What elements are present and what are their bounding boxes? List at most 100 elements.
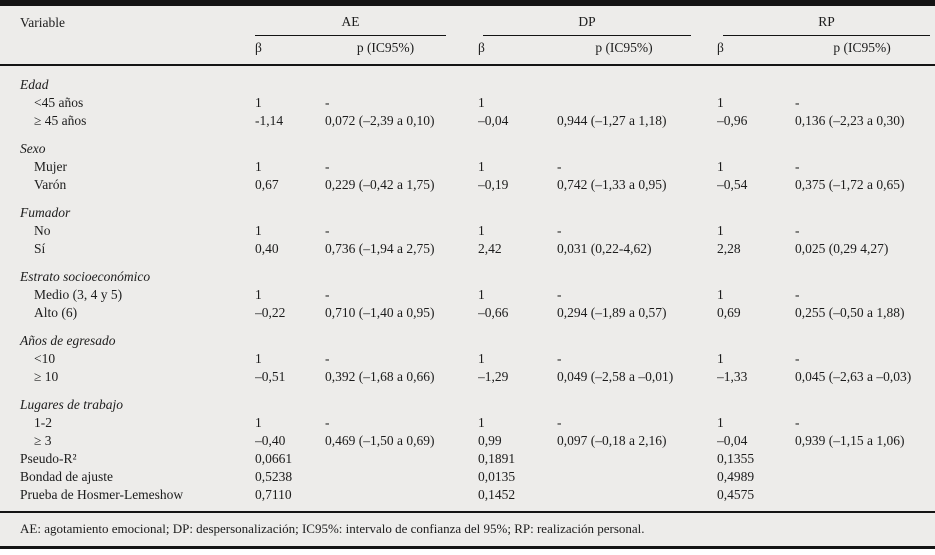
stat-label: Pseudo-R²: [20, 451, 77, 466]
stat-label: Prueba de Hosmer-Lemeshow: [20, 487, 184, 502]
data-row: Medio (3, 4 y 5) 1 - 1 - 1 -: [0, 286, 935, 304]
stat-label: Bondad de ajuste: [20, 469, 113, 484]
column-group-rp-label: RP: [723, 14, 931, 36]
category-label: Edad: [20, 77, 49, 92]
value-cell: 1: [478, 351, 485, 366]
column-header-ae-p: p (IC95%): [356, 40, 415, 55]
value-cell: –0,54: [717, 177, 748, 192]
row-label: Varón: [34, 177, 67, 192]
data-row: ≥ 10 –0,51 0,392 (–1,68 a 0,66) –1,29 0,049 …: [0, 368, 935, 386]
value-cell: 1: [717, 287, 724, 302]
value-cell: –0,22: [255, 305, 286, 320]
stat-value-cell: 0,1891: [478, 451, 516, 466]
value-cell: 1: [717, 351, 724, 366]
value-cell: -: [795, 351, 800, 366]
data-row: ≥ 45 años -1,14 0,072 (–2,39 a 0,10) –0,04 0…: [0, 112, 935, 130]
value-cell: –0,40: [255, 433, 286, 448]
stat-value-cell: 0,0661: [255, 451, 293, 466]
stat-value-cell: [795, 486, 935, 504]
row-label: Alto (6): [34, 305, 78, 320]
stat-value-cell: [325, 486, 478, 504]
value-cell: -: [325, 351, 330, 366]
value-cell: -: [325, 415, 330, 430]
value-cell: -: [557, 287, 562, 302]
column-header-dp-p: p (IC95%): [595, 40, 653, 55]
data-row: <45 años 1 - 1 1 -: [0, 94, 935, 112]
value-cell: 0,072 (–2,39 a 0,10): [325, 113, 435, 128]
value-cell: –0,04: [717, 433, 748, 448]
column-group-ae: AE: [255, 6, 478, 36]
stat-row: Pseudo-R² 0,0661 0,1891 0,1355: [0, 450, 935, 468]
value-cell: 0,67: [255, 177, 279, 192]
value-cell: 0,045 (–2,63 a –0,03): [795, 369, 912, 384]
value-cell: -: [325, 287, 330, 302]
stat-value-cell: [325, 450, 478, 468]
stat-value-cell: 0,1452: [478, 487, 516, 502]
data-row: Mujer 1 - 1 - 1 -: [0, 158, 935, 176]
row-label: ≥ 10: [34, 369, 59, 384]
value-cell: 1: [478, 159, 485, 174]
row-label: No: [34, 223, 51, 238]
column-header-ae-beta: β: [255, 40, 262, 55]
value-cell: 0,40: [255, 241, 279, 256]
row-label: <10: [34, 351, 56, 366]
value-cell: –0,19: [478, 177, 509, 192]
group-header-row: Variable AE DP RP: [0, 6, 935, 36]
value-cell: –0,51: [255, 369, 286, 384]
value-cell: -: [325, 223, 330, 238]
stat-value-cell: 0,1355: [717, 451, 755, 466]
value-cell: 0,031 (0,22-4,62): [557, 241, 652, 256]
stat-value-cell: [325, 468, 478, 486]
footnote-separator-rule: [0, 511, 935, 513]
value-cell: 1: [255, 287, 262, 302]
value-cell: 0,229 (–0,42 a 1,75): [325, 177, 435, 192]
value-cell: 1: [478, 223, 485, 238]
row-label: ≥ 45 años: [34, 113, 87, 128]
column-header-rp-p: p (IC95%): [833, 40, 891, 55]
value-cell: -: [557, 223, 562, 238]
value-cell: 1: [255, 223, 262, 238]
value-cell: -: [557, 415, 562, 430]
value-cell: 1: [717, 159, 724, 174]
column-group-dp-label: DP: [483, 14, 692, 36]
value-cell: -: [325, 159, 330, 174]
table-body: Edad <45 años 1 - 1 1 - ≥ 45 años -1,14 0,072 (–2…: [0, 65, 935, 504]
category-row: Años de egresado: [0, 322, 935, 350]
value-cell: 1: [717, 415, 724, 430]
value-cell: 0,469 (–1,50 a 0,69): [325, 433, 435, 448]
value-cell: –0,66: [478, 305, 509, 320]
value-cell: 1: [255, 159, 262, 174]
column-group-dp: DP: [478, 6, 717, 36]
value-cell: -: [795, 223, 800, 238]
value-cell: [557, 94, 717, 112]
category-row: Fumador: [0, 194, 935, 222]
value-cell: –0,96: [717, 113, 748, 128]
value-cell: 0,049 (–2,58 a –0,01): [557, 369, 674, 384]
stat-value-cell: 0,4575: [717, 487, 755, 502]
stat-value-cell: [557, 486, 717, 504]
value-cell: 0,294 (–1,89 a 0,57): [557, 305, 667, 320]
value-cell: 0,025 (0,29 4,27): [795, 241, 889, 256]
column-header-dp-beta: β: [478, 40, 485, 55]
column-group-rp: RP: [717, 6, 935, 36]
data-row: Sí 0,40 0,736 (–1,94 a 2,75) 2,42 0,031 (0,2…: [0, 240, 935, 258]
value-cell: 0,99: [478, 433, 502, 448]
stat-value-cell: [795, 450, 935, 468]
value-cell: 2,28: [717, 241, 741, 256]
value-cell: 0,742 (–1,33 a 0,95): [557, 177, 667, 192]
data-row: No 1 - 1 - 1 -: [0, 222, 935, 240]
value-cell: 1: [255, 351, 262, 366]
value-cell: -: [795, 415, 800, 430]
stat-value-cell: [795, 468, 935, 486]
column-group-ae-label: AE: [255, 14, 446, 36]
category-row: Estrato socioeconómico: [0, 258, 935, 286]
stat-value-cell: [557, 468, 717, 486]
value-cell: -: [557, 159, 562, 174]
value-cell: -: [325, 95, 330, 110]
row-label: Mujer: [34, 159, 67, 174]
stat-value-cell: 0,7110: [255, 487, 292, 502]
value-cell: 0,944 (–1,27 a 1,18): [557, 113, 667, 128]
value-cell: –0,04: [478, 113, 509, 128]
category-row: Lugares de trabajo: [0, 386, 935, 414]
value-cell: 0,710 (–1,40 a 0,95): [325, 305, 435, 320]
